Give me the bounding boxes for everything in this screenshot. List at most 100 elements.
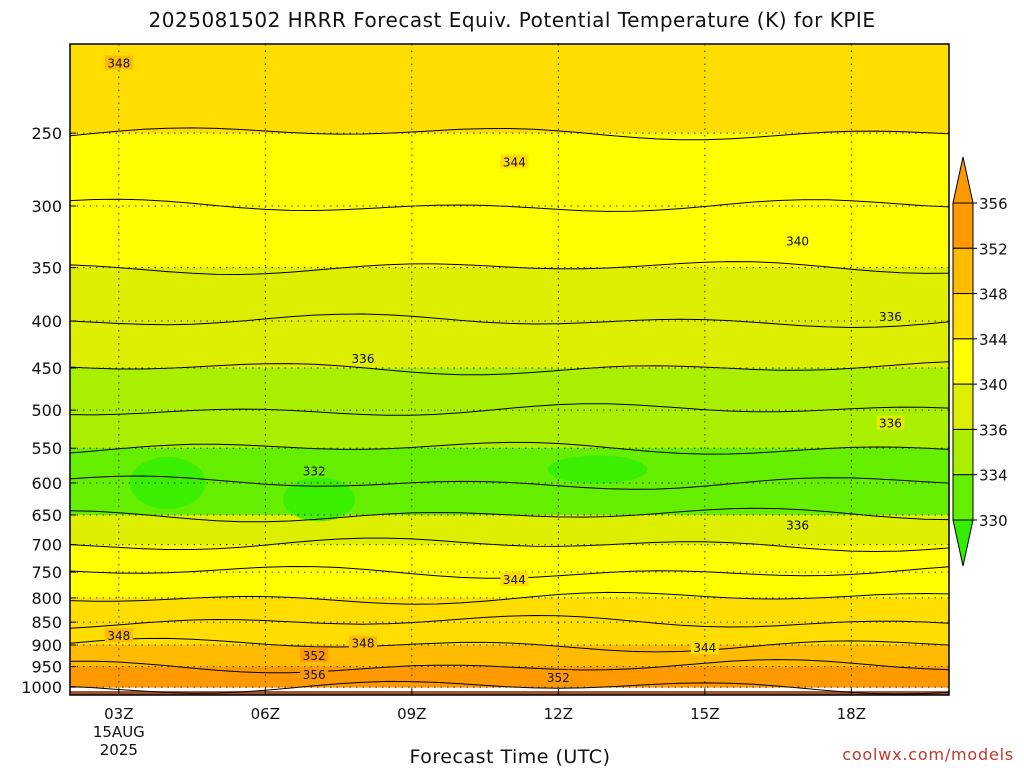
colorbar-tick-label: 348: [979, 286, 1008, 304]
contour-label-bg: [500, 154, 529, 169]
contour-line: [70, 313, 949, 329]
y-tick-label: 900: [31, 636, 62, 655]
contour-label: 336: [352, 352, 375, 366]
y-tick-label: 750: [31, 563, 62, 582]
contour-label: 336: [879, 416, 902, 430]
contour-label-bg: [104, 628, 133, 643]
y-tick-label: 600: [31, 474, 62, 493]
contour-line: [70, 127, 949, 141]
y-tick-label: 300: [31, 197, 62, 216]
plot-frame: [69, 43, 950, 696]
contour-label-bg: [500, 572, 529, 587]
x-tick-label: 03Z: [104, 705, 133, 723]
contour-label: 332: [303, 464, 326, 478]
field-band: [70, 410, 949, 449]
contour-label-bg: [104, 55, 133, 70]
field-band: [70, 320, 949, 369]
colorbar-segment: [952, 474, 974, 521]
y-tick-label: 800: [31, 589, 62, 608]
contour-label: 348: [352, 637, 375, 651]
contour-line: [70, 680, 949, 695]
colorbar-tick-label: 330: [979, 512, 1008, 530]
colorbar-tick-label: 340: [979, 376, 1008, 394]
colorbar-segment: [952, 202, 974, 249]
colorbar-segment: [952, 247, 974, 295]
field-band: [70, 622, 949, 646]
colorbar-tick-label: 334: [979, 467, 1008, 485]
x-tick-label: 06Z: [251, 705, 280, 723]
y-tick-label: 250: [31, 124, 62, 143]
y-tick-label: 650: [31, 506, 62, 525]
contour-line: [70, 441, 949, 455]
field-band: [70, 644, 949, 668]
x-tick-label: 18Z: [837, 705, 866, 723]
contour-label: 352: [303, 649, 326, 663]
colorbar-max-arrow: [952, 156, 974, 204]
contour-line: [70, 198, 949, 212]
contour-label: 344: [693, 641, 716, 655]
contour-label-bg: [876, 415, 905, 430]
x-tick-label: 12Z: [544, 705, 573, 723]
contour-label-bg: [300, 666, 329, 681]
colorbar-tick-label: 336: [979, 421, 1008, 439]
field-band: [70, 597, 949, 623]
contour-line: [70, 475, 949, 490]
y-tick-label: 700: [31, 536, 62, 555]
field-band: [70, 544, 949, 573]
contour-labels: 348 344 340 336 336 336 332 336 344 348 348 344 352 3…: [104, 55, 905, 685]
contour-label: 336: [786, 518, 809, 532]
contour-line: [70, 261, 949, 276]
field-band: [70, 368, 949, 411]
contour-line: [70, 361, 949, 376]
colorbar-segment: [952, 383, 974, 430]
contour-label: 344: [503, 573, 526, 587]
contour-line: [70, 403, 949, 416]
colorbar-min-arrow: [952, 519, 974, 567]
contour-label-bg: [783, 517, 812, 532]
colorbar-tick-label: 344: [979, 331, 1008, 349]
contour-line: [70, 591, 949, 605]
field-band: [70, 448, 949, 484]
y-tick-label: 550: [31, 439, 62, 458]
y-tick-label: 500: [31, 401, 62, 420]
colorbar-tick-label: 356: [979, 195, 1008, 213]
ground-band: [70, 691, 949, 695]
contour-label: 336: [879, 310, 902, 324]
colorbar-tick-label: 352: [979, 240, 1008, 258]
contour-label: 340: [786, 235, 809, 249]
contour-line: [70, 614, 949, 629]
contour-label-bg: [300, 647, 329, 662]
contour-label: 344: [503, 155, 526, 169]
colorbar-segment: [952, 428, 974, 476]
contour-label-bg: [690, 640, 719, 655]
field-band: [70, 666, 949, 688]
field-band: [70, 133, 949, 207]
field-band: [70, 206, 949, 269]
contour-line: [70, 507, 949, 523]
field-core: [283, 477, 356, 522]
field-band: [70, 44, 949, 134]
y-tick-label: 400: [31, 312, 62, 331]
contour-label-bg: [876, 308, 905, 323]
contour-line: [70, 659, 949, 674]
y-tick-label: 350: [31, 259, 62, 278]
x-tick-label: 09Z: [397, 705, 426, 723]
y-tick-label: 1000: [21, 678, 62, 697]
x-tick-label: 15Z: [690, 705, 719, 723]
contour-label: 356: [303, 668, 326, 682]
contour-line: [70, 637, 949, 653]
contour-label-bg: [300, 463, 329, 478]
y-tick-label: 850: [31, 613, 62, 632]
x-tick-sublabel: 15AUG: [93, 723, 145, 741]
y-axis: 250 300 350 400 450 500 550 600 650 700 750 800 850 9…: [21, 124, 76, 697]
field-core: [547, 455, 648, 484]
contour-label: 352: [547, 671, 570, 685]
colorbar: 356 352 348 344 340 336 334 330: [952, 156, 1008, 567]
x-tick-sublabel: 2025: [100, 741, 138, 759]
contour-label: 348: [107, 629, 130, 643]
credit-link[interactable]: coolwx.com/models: [842, 745, 1014, 764]
contour-lines: [70, 127, 949, 695]
x-axis-label: Forecast Time (UTC): [409, 746, 611, 768]
